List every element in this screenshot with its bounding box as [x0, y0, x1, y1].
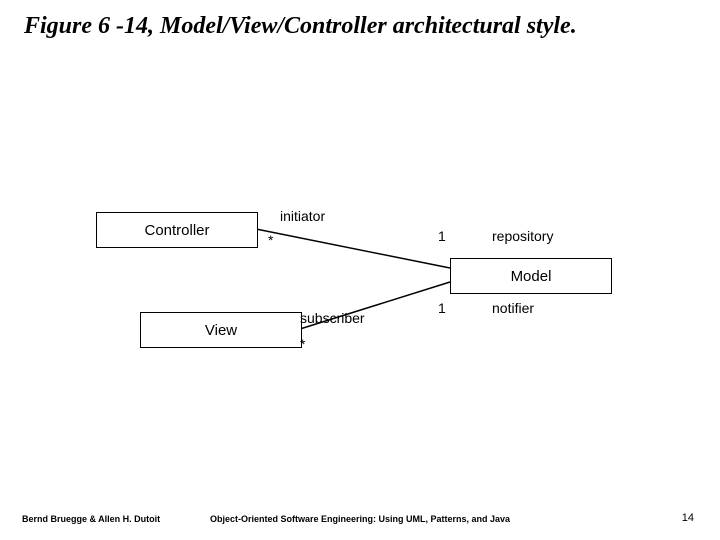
footer-booktitle: Object-Oriented Software Engineering: Us…: [0, 514, 720, 524]
assoc-role-notifier: notifier: [492, 300, 534, 316]
assoc-mult-star: *: [268, 232, 273, 248]
footer-page: 14: [682, 512, 694, 524]
class-label: View: [205, 322, 237, 339]
diagram-edges: [0, 0, 720, 540]
class-box-model: Model: [450, 258, 612, 294]
class-label: Controller: [144, 222, 209, 239]
assoc-mult-star: *: [300, 336, 305, 352]
figure-title: Figure 6 -14, Model/View/Controller arch…: [24, 12, 664, 41]
assoc-role-subscriber: subscriber: [300, 310, 365, 326]
assoc-mult-one: 1: [438, 228, 446, 244]
assoc-role-repository: repository: [492, 228, 553, 244]
class-box-view: View: [140, 312, 302, 348]
assoc-role-initiator: initiator: [280, 208, 325, 224]
class-box-controller: Controller: [96, 212, 258, 248]
class-label: Model: [511, 268, 552, 285]
assoc-mult-one: 1: [438, 300, 446, 316]
